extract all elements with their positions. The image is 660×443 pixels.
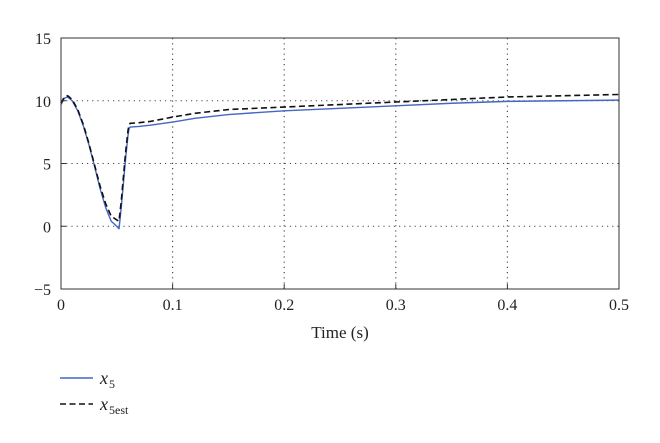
y-tick-label: 15 bbox=[35, 31, 51, 48]
series-line-x5est bbox=[60, 93, 620, 223]
axis-ticks: 0 0.1 0.2 0.3 0.4 0.5 −5 0 5 10 15 bbox=[34, 31, 629, 314]
y-tick-label: 0 bbox=[43, 219, 51, 236]
series-line-x5 bbox=[60, 96, 620, 230]
x-tick-label: 0.2 bbox=[274, 297, 294, 314]
grid-lines bbox=[61, 38, 619, 289]
legend-label-x5: x5 bbox=[99, 368, 115, 391]
y-tick-label: 5 bbox=[43, 157, 51, 174]
x-tick-label: 0.3 bbox=[386, 297, 406, 314]
legend-label-main: x bbox=[99, 394, 108, 414]
x-tick-label: 0.4 bbox=[497, 297, 517, 314]
y-tick-label: 10 bbox=[35, 94, 51, 111]
legend-label-subscript: 5est bbox=[109, 403, 129, 417]
legend-label-subscript: 5 bbox=[109, 377, 115, 391]
x-tick-label: 0.5 bbox=[609, 297, 629, 314]
legend-label-x5est: x5est bbox=[99, 394, 129, 417]
y-tick-label: −5 bbox=[34, 282, 51, 299]
x-tick-label: 0 bbox=[57, 297, 65, 314]
x-tick-label: 0.1 bbox=[163, 297, 183, 314]
x-axis-title: Time (s) bbox=[311, 323, 368, 342]
legend-label-main: x bbox=[99, 368, 108, 388]
plot-series bbox=[60, 93, 620, 230]
